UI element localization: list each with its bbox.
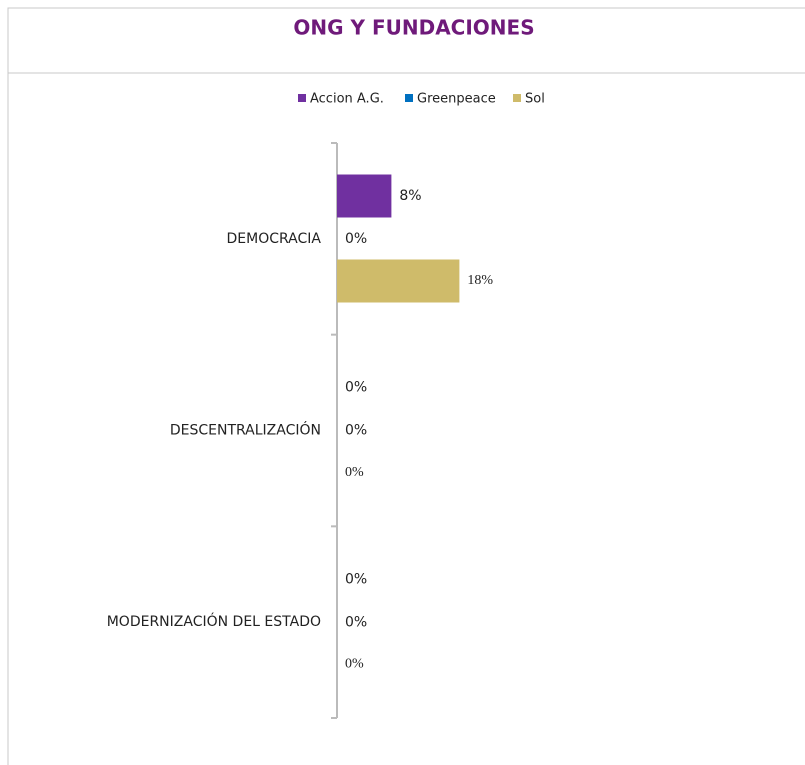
legend-swatch bbox=[513, 94, 521, 102]
data-label: 0% bbox=[345, 465, 364, 480]
category-label: DEMOCRACIA bbox=[227, 231, 322, 247]
bar bbox=[337, 174, 392, 218]
bar bbox=[337, 259, 460, 303]
data-label: 8% bbox=[399, 188, 421, 204]
legend-label: Sol bbox=[525, 92, 545, 107]
legend-label: Accion A.G. bbox=[310, 92, 384, 107]
data-label: 0% bbox=[345, 657, 364, 672]
legend-label: Greenpeace bbox=[417, 92, 496, 107]
category-label: MODERNIZACIÓN DEL ESTADO bbox=[107, 612, 321, 630]
legend-swatch bbox=[405, 94, 413, 102]
data-label: 0% bbox=[345, 423, 367, 439]
data-label: 0% bbox=[345, 614, 367, 630]
data-label: 0% bbox=[345, 571, 367, 587]
legend-swatch bbox=[298, 94, 306, 102]
data-label: 0% bbox=[345, 380, 367, 396]
data-label: 18% bbox=[467, 273, 493, 288]
category-label: DESCENTRALIZACIÓN bbox=[170, 421, 321, 439]
chart-title: ONG Y FUNDACIONES bbox=[293, 16, 534, 40]
chart-frame bbox=[7, 7, 805, 765]
data-label: 0% bbox=[345, 231, 367, 247]
